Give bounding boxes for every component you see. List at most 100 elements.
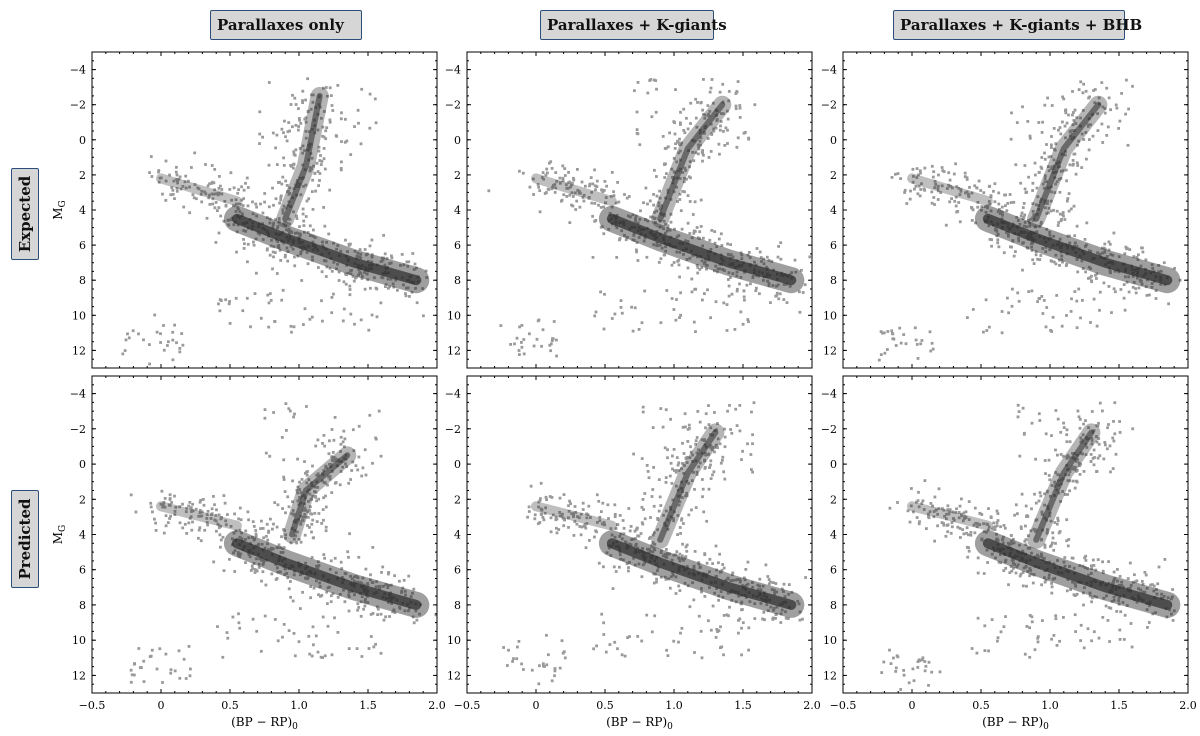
bhb-point	[897, 172, 900, 175]
bhb-point	[219, 533, 222, 536]
ms-point	[692, 599, 695, 602]
panel-frame	[843, 52, 1188, 368]
bhb-point	[165, 524, 168, 527]
ms-point	[276, 577, 279, 580]
ms-point	[369, 287, 372, 290]
ms-point	[309, 224, 312, 227]
rgb-point	[690, 509, 693, 512]
y-tick-label: 4	[79, 529, 86, 542]
rgb-point	[688, 424, 691, 427]
ms-point	[687, 267, 690, 270]
ms-point	[262, 536, 265, 539]
ms-point	[348, 285, 351, 288]
bhb-point	[965, 532, 968, 535]
bhb-point	[953, 173, 956, 176]
ms-point	[713, 230, 716, 233]
outlier-point	[272, 411, 275, 414]
outlier-point	[329, 86, 332, 89]
ms-point	[692, 232, 695, 235]
bhb-point	[202, 498, 205, 501]
ms-point	[254, 203, 257, 206]
rgb-point	[658, 190, 661, 193]
ms-point	[696, 226, 699, 229]
bhb-point	[530, 485, 533, 488]
bhb-point	[214, 206, 217, 209]
outlier-point	[317, 651, 320, 654]
rgb-point	[1057, 221, 1060, 224]
bhb-point	[534, 513, 537, 516]
bhb-point	[562, 524, 565, 527]
outlier-point	[297, 129, 300, 132]
wd-point	[175, 341, 178, 344]
bhb-point	[532, 193, 535, 196]
bhb-point	[559, 177, 562, 180]
ms-point	[983, 572, 986, 575]
outlier-point	[1124, 309, 1127, 312]
wd-point	[178, 677, 181, 680]
y-tick-label: −2	[445, 423, 461, 436]
ms-point	[1099, 291, 1102, 294]
ms-point	[411, 252, 414, 255]
rgb-point	[719, 125, 722, 128]
outlier-point	[593, 315, 596, 318]
rgb-point	[284, 490, 287, 493]
outlier-point	[739, 311, 742, 314]
rgb-point	[674, 133, 677, 136]
outlier-point	[320, 299, 323, 302]
outlier-point	[375, 121, 378, 124]
ms-point	[727, 278, 730, 281]
ms-point	[622, 519, 625, 522]
ms-point	[754, 289, 757, 292]
bhb-point	[559, 497, 562, 500]
rgb-point	[282, 157, 285, 160]
outlier-point	[600, 613, 603, 616]
ms-point	[242, 238, 245, 241]
bhb-point	[230, 171, 233, 174]
rgb-point	[644, 517, 647, 520]
bhb-point	[596, 180, 599, 183]
rgb-point	[702, 154, 705, 157]
outlier-point	[358, 456, 361, 459]
ms-point	[802, 291, 805, 294]
ms-point	[747, 561, 750, 564]
outlier-point	[723, 614, 726, 617]
bhb-point	[968, 186, 971, 189]
rgb-point	[362, 467, 365, 470]
outlier-point	[325, 86, 328, 89]
ms-point	[305, 215, 308, 218]
ms-point	[344, 239, 347, 242]
bhb-point	[545, 168, 548, 171]
ms-point	[1010, 570, 1013, 573]
rgb-point	[323, 225, 326, 228]
rgb-point	[701, 478, 704, 481]
rgb-point	[302, 208, 305, 211]
ms-point	[279, 259, 282, 262]
rgb-point	[1036, 187, 1039, 190]
rgb-point	[1023, 214, 1026, 217]
outlier-point	[675, 319, 678, 322]
rgb-point	[268, 164, 271, 167]
wd-point	[131, 673, 134, 676]
rgb-point	[707, 104, 710, 107]
bhb-point	[968, 500, 971, 503]
ms-point	[710, 229, 713, 232]
rgb-point	[1107, 423, 1110, 426]
outlier-point	[277, 639, 280, 642]
outlier-point	[693, 321, 696, 324]
ms-point	[766, 575, 769, 578]
outlier-point	[655, 88, 658, 91]
outlier-point	[292, 416, 295, 419]
ms-point	[762, 611, 765, 614]
ms-point	[777, 297, 780, 300]
outlier-point	[1010, 138, 1013, 141]
ms-point	[1065, 263, 1068, 266]
rgb-point	[1039, 491, 1042, 494]
ms-point	[272, 256, 275, 259]
outlier-point	[335, 135, 338, 138]
ms-point	[1007, 583, 1010, 586]
rgb-point	[689, 445, 692, 448]
outlier-point	[1125, 79, 1128, 82]
wd-point	[929, 330, 932, 333]
ms-point	[766, 256, 769, 259]
ms-point	[371, 546, 374, 549]
